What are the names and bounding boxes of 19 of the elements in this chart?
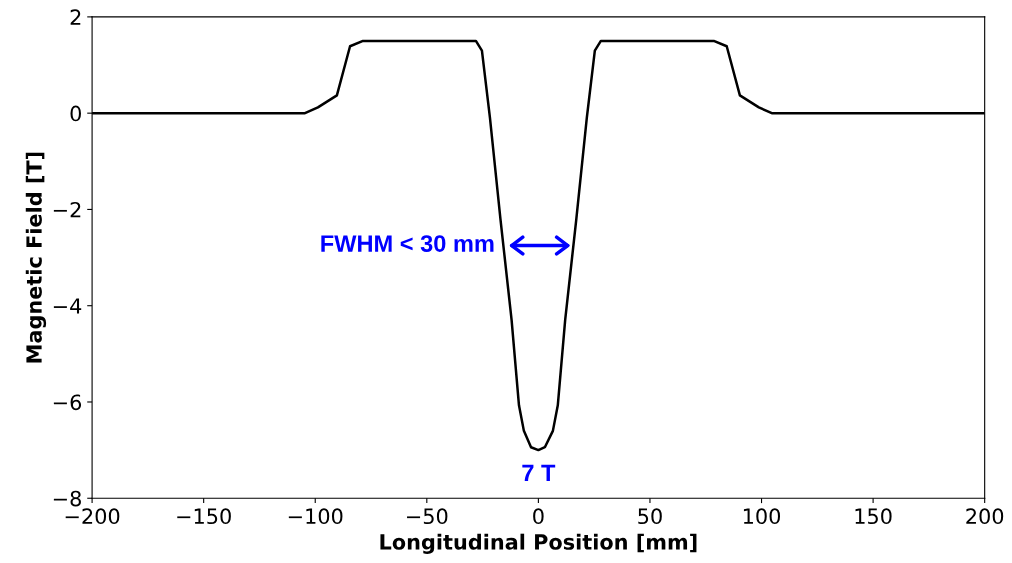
x-tick-label: −100 (288, 508, 343, 525)
y-axis-title: Magnetic Field [T] (25, 152, 47, 363)
y-tick-label: −8 (53, 490, 81, 507)
x-axis-title: Longitudinal Position [mm] (380, 533, 697, 555)
y-tick-label: −4 (53, 298, 82, 314)
x-tick-label: −150 (177, 508, 231, 525)
x-tick-label: 50 (638, 508, 662, 525)
x-tick-label: 150 (855, 508, 892, 525)
annotation: FWHM < 30 mm (321, 235, 494, 252)
y-tick-label: 0 (70, 105, 81, 122)
y-tick-label: −2 (53, 201, 81, 218)
x-tick-label: −200 (65, 508, 120, 525)
y-tick-label: −6 (53, 394, 82, 411)
y-tick-label: 2 (70, 9, 81, 25)
x-tick-label: 0 (533, 508, 544, 525)
x-tick-label: −50 (407, 508, 448, 525)
annotation: 7 T (522, 464, 556, 482)
x-tick-label: 200 (966, 508, 1004, 525)
x-tick-label: 100 (743, 508, 781, 525)
